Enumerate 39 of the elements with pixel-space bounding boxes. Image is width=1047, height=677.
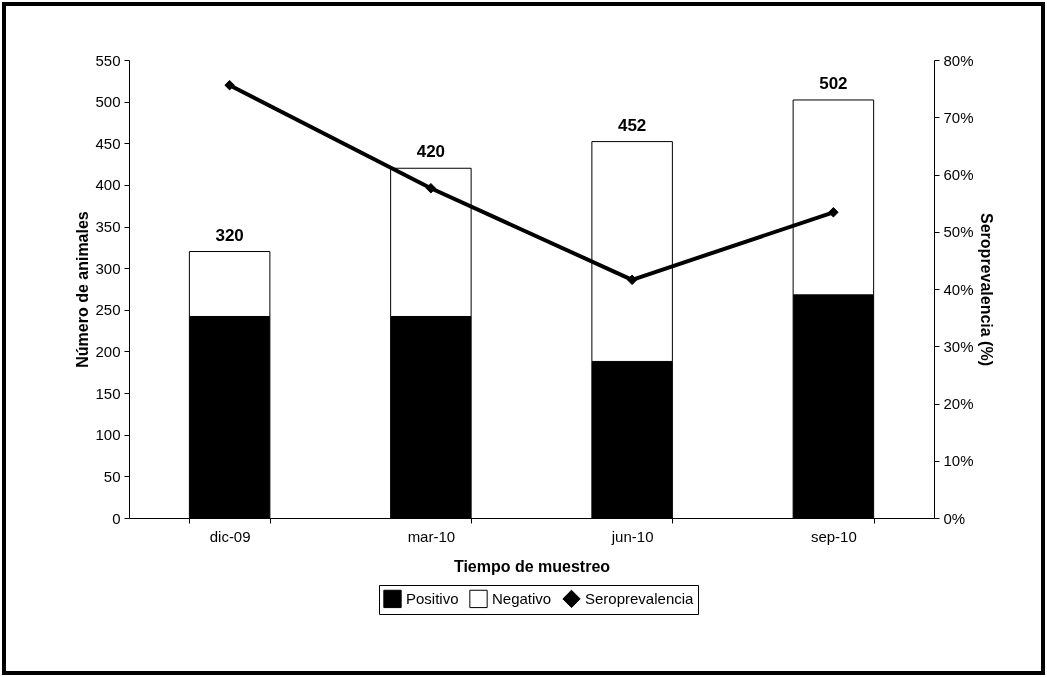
- point: [425, 183, 437, 194]
- point: [828, 207, 839, 218]
- total-label: 320: [215, 225, 244, 245]
- y2-tick-label: 50%: [943, 223, 974, 241]
- y-tick-label: 0: [112, 509, 121, 527]
- y-tick-label: 400: [95, 176, 121, 194]
- y-tick-label: 550: [95, 51, 121, 69]
- y2-tick-label: 80%: [943, 51, 974, 69]
- y2-axis-title: Seroprevalencia (%): [977, 213, 995, 366]
- y-tick-label: 450: [95, 134, 121, 152]
- y-tick-label: 200: [95, 342, 121, 360]
- total-label: 420: [416, 142, 446, 162]
- y2-tick-label: 70%: [943, 108, 974, 126]
- y2-tick-label: 10%: [943, 452, 974, 470]
- y-tick-label: 150: [95, 384, 121, 402]
- y-tick-label: 50: [103, 467, 121, 485]
- y-tick-label: 300: [95, 259, 121, 277]
- y-tick-label: 250: [95, 301, 121, 319]
- legend-label: Positivo: [406, 589, 459, 607]
- total-label: 452: [617, 115, 647, 135]
- y2-tick-label: 40%: [943, 280, 974, 298]
- y2-tick-label: 0%: [943, 509, 966, 527]
- y2-tick-label: 20%: [943, 395, 974, 412]
- y2-tick-label: 30%: [943, 337, 974, 355]
- total-label: 502: [819, 73, 848, 93]
- x-tick-label: sep-10: [810, 527, 857, 545]
- y-tick-label: 100: [95, 426, 121, 444]
- y-tick-label: 500: [95, 93, 121, 111]
- y-axis-title: Número de animales: [74, 211, 92, 368]
- x-tick-label: jun-10: [610, 527, 654, 545]
- legend-label: Negativo: [492, 589, 552, 607]
- point: [626, 274, 638, 286]
- x-tick-label: dic-09: [209, 527, 251, 545]
- x-tick-label: mar-10: [407, 527, 456, 545]
- y2-tick-label: 60%: [943, 166, 974, 183]
- x-axis-title: Tiempo de muestreo: [453, 557, 611, 575]
- y-tick-label: 350: [95, 218, 121, 236]
- point: [224, 79, 235, 91]
- legend-label: Seroprevalencia: [585, 589, 695, 607]
